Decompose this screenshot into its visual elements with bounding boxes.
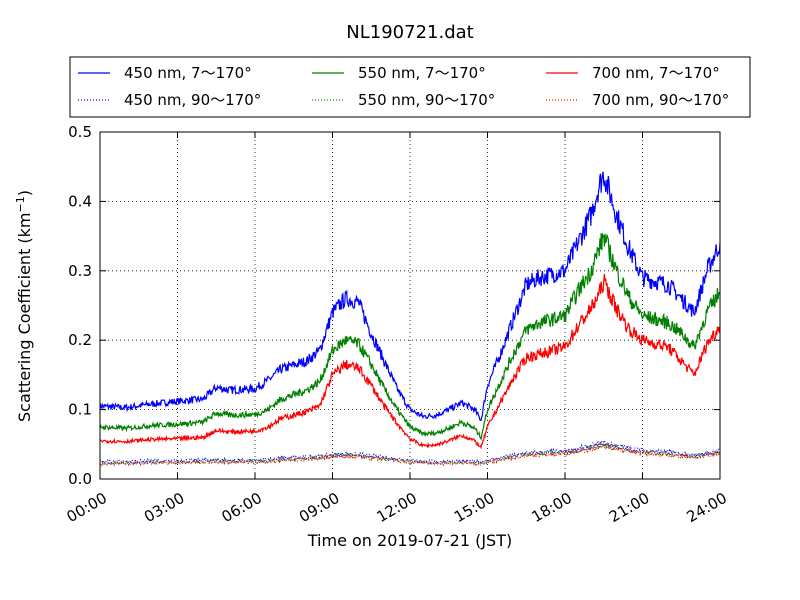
x-tick-label: 06:00 — [219, 489, 265, 526]
y-tick-label: 0.0 — [68, 470, 92, 488]
x-tick-label: 03:00 — [141, 489, 187, 526]
y-tick-label: 0.3 — [68, 262, 92, 280]
y-axis-label-main: Scattering Coefficient (km — [15, 212, 34, 422]
series-line — [99, 233, 721, 441]
x-tick-label: 18:00 — [529, 489, 575, 526]
series-layer — [99, 171, 721, 467]
y-tick-label: 0.1 — [68, 401, 92, 419]
x-tick-label: 12:00 — [374, 489, 420, 526]
series-line — [99, 273, 721, 450]
x-tick-label: 24:00 — [684, 489, 730, 526]
series-line — [99, 171, 721, 421]
legend: 450 nm, 7～170° 450 nm, 90～170° 550 nm, 7～1… — [69, 56, 751, 118]
legend-frame — [69, 56, 751, 118]
x-tick-label: 15:00 — [451, 489, 497, 526]
y-tick-label: 0.2 — [68, 331, 92, 349]
x-axis-label: Time on 2019-07-21 (JST) — [307, 531, 512, 550]
series-line — [99, 441, 721, 467]
y-tick-label: 0.5 — [68, 123, 92, 141]
legend-label: 550 nm, 90～170° — [358, 91, 495, 109]
x-tick-label: 21:00 — [606, 489, 652, 526]
legend-label: 450 nm, 90～170° — [124, 91, 261, 109]
legend-label: 700 nm, 90～170° — [592, 91, 729, 109]
y-axis-label: Scattering Coefficient (km−1) — [14, 190, 34, 422]
ticks: 00:00 03:00 06:00 09:00 12:00 15:00 18:00 21:00… — [64, 123, 730, 526]
y-tick-label: 0.4 — [68, 192, 92, 210]
series-line — [99, 442, 721, 467]
legend-label: 550 nm, 7～170° — [358, 64, 486, 82]
x-tick-label: 00:00 — [64, 489, 110, 526]
legend-label: 450 nm, 7～170° — [124, 64, 252, 82]
y-axis-label-close: ) — [15, 190, 34, 196]
legend-label: 700 nm, 7～170° — [592, 64, 720, 82]
y-axis-label-sup: −1 — [14, 196, 27, 212]
x-tick-label: 09:00 — [296, 489, 342, 526]
chart-title: NL190721.dat — [346, 22, 473, 43]
